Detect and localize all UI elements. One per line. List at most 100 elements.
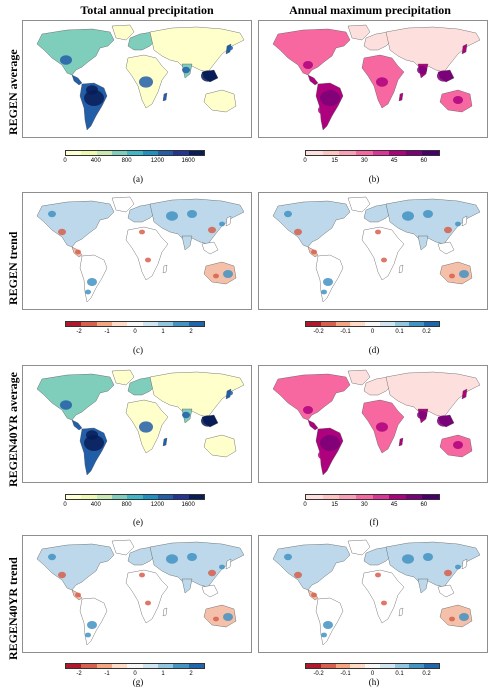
data-patch (423, 210, 433, 218)
data-patch (453, 441, 463, 449)
data-patch (376, 422, 388, 432)
colorbar-tick-label: 0.1 (395, 329, 404, 335)
data-patch (311, 249, 317, 255)
data-patch (75, 249, 81, 255)
continent-europe (127, 546, 157, 566)
continent-madagascar (162, 92, 168, 102)
data-patch (318, 105, 330, 115)
continent-asia (385, 198, 481, 245)
continent-northAmerica (36, 543, 115, 591)
data-patch (459, 270, 469, 278)
continent-india (417, 578, 429, 594)
continent-india (181, 578, 193, 594)
colorbar-tick-label: 15 (331, 502, 339, 508)
colorbar-tick-label: 1200 (150, 158, 165, 164)
continent-madagascar (398, 437, 404, 447)
colorbar-e: 0 400 800 1200 1600 (63, 494, 205, 508)
colorbar-gradient (305, 321, 440, 327)
colorbar-c: -2 -1 0 1 2 (65, 321, 205, 335)
colorbar-gradient (305, 663, 440, 669)
colorbar-tick-label: 30 (361, 158, 368, 164)
colorbar-tick-label: 400 (90, 158, 101, 164)
colorbar-a: 0 400 800 1200 1600 (63, 150, 205, 164)
continent-greenland (347, 369, 371, 386)
continent-madagascar (162, 607, 168, 617)
continent-japan (461, 215, 468, 227)
continent-madagascar (398, 92, 404, 102)
colorbar-tick-label: 800 (121, 502, 132, 508)
colorbar-tick-label: 0 (303, 502, 307, 508)
map-c (22, 192, 252, 310)
data-patch (139, 421, 153, 433)
colorbar-d: -0.2 -0.1 0 0.1 0.2 (305, 321, 440, 335)
colorbar-tick-label: 0.1 (395, 671, 404, 677)
data-patch (321, 289, 327, 295)
colorbar-gradient (65, 494, 205, 500)
colorbar-tick-label: 0 (63, 158, 67, 164)
continent-asia (385, 541, 481, 588)
data-patch (381, 600, 387, 606)
column-title-max: Annual maximum precipitation (289, 3, 451, 17)
continent-europe (363, 376, 393, 396)
data-patch (213, 273, 219, 279)
caption-c: (c) (133, 345, 143, 355)
continent-japan (461, 43, 468, 55)
colorbar-tick-label: 1600 (181, 158, 195, 164)
data-patch (294, 571, 302, 579)
data-patch (423, 553, 433, 561)
data-patch (60, 400, 72, 410)
caption-h: (h) (368, 677, 380, 687)
continent-seAsia (437, 241, 455, 255)
colorbar-tick-label: 0 (63, 502, 67, 508)
colorbar-tick-label: -2 (76, 329, 82, 335)
data-patch (85, 289, 91, 295)
data-patch (48, 553, 56, 561)
colorbar-g: -2 -1 0 1 2 (65, 663, 205, 677)
colorbar-tick-label: 2 (189, 671, 193, 677)
colorbar-tick-label: -0.1 (340, 671, 351, 677)
colorbar-tick-label: 1 (161, 329, 165, 335)
continent-india (417, 235, 429, 251)
data-patch (375, 572, 381, 578)
data-patch (417, 66, 427, 74)
colorbar-tick-label: 45 (390, 158, 398, 164)
data-patch (453, 96, 463, 104)
continent-greenland (111, 24, 135, 41)
continent-asia (385, 371, 481, 418)
data-patch (187, 553, 197, 561)
colorbar-b: 0 15 30 45 60 (303, 150, 440, 164)
colorbar-tick-label: 400 (90, 502, 101, 508)
continent-asia (149, 26, 245, 73)
data-patch (86, 85, 98, 95)
continent-australia (203, 434, 237, 458)
colorbar-tick-label: 2 (189, 329, 193, 335)
data-patch (311, 592, 317, 598)
caption-d: (d) (368, 345, 380, 355)
continent-northAmerica (272, 373, 351, 421)
continent-australia (203, 261, 237, 285)
continent-greenland (111, 369, 135, 386)
colorbar-tick-label: -0.2 (313, 671, 324, 677)
row-title-regen40yr-trend: REGEN40YR trend (6, 557, 20, 660)
data-patch (58, 571, 66, 579)
continent-europe (363, 203, 393, 223)
continent-africa (125, 226, 169, 281)
colorbar-tick-label: 15 (331, 158, 339, 164)
data-patch (131, 38, 141, 46)
continent-centralAmerica (71, 419, 83, 431)
colorbar-h: -0.2 -0.1 0 0.1 0.2 (305, 663, 440, 677)
data-patch (449, 616, 455, 622)
map-d (258, 192, 488, 310)
colorbar-tick-label: 60 (420, 158, 428, 164)
data-patch (381, 257, 387, 263)
data-patch (219, 564, 225, 570)
data-patch (294, 228, 302, 236)
data-patch (444, 226, 452, 234)
colorbar-tick-label: 0 (133, 671, 137, 677)
continent-seAsia (201, 241, 219, 255)
data-patch (87, 278, 97, 286)
colorbar-tick-label: 0.2 (422, 671, 431, 677)
continent-australia (203, 89, 237, 113)
column-title-total: Total annual precipitation (80, 3, 214, 17)
continent-greenland (347, 24, 371, 41)
